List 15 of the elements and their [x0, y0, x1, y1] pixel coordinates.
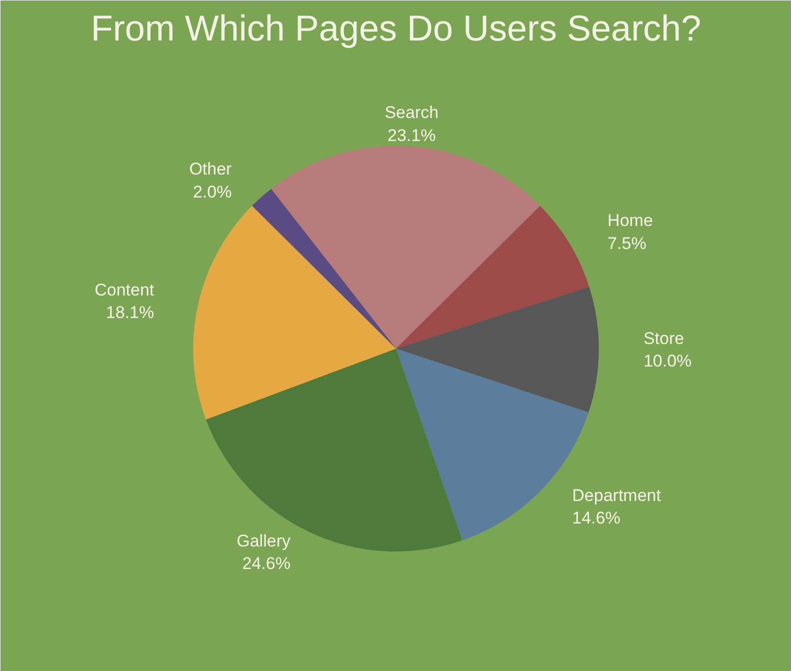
slice-label: Department [572, 486, 662, 505]
data-label: 14.6% [572, 508, 620, 528]
data-label: 2.0% [192, 182, 232, 202]
slice-label: Store [643, 328, 684, 348]
data-label: 10.0% [643, 352, 692, 371]
slice-label: Home [608, 211, 653, 230]
chart-title: From Which Pages Do Users Search? [90, 8, 702, 48]
slice-label: Other [189, 159, 232, 178]
slice-label: Gallery [236, 531, 291, 550]
slice-label: Search [384, 103, 439, 122]
data-label: 18.1% [106, 303, 154, 322]
slice-label: Content [94, 280, 154, 300]
data-label: 24.6% [242, 554, 290, 574]
data-label: 23.1% [388, 126, 436, 145]
data-label: 7.5% [608, 234, 646, 253]
